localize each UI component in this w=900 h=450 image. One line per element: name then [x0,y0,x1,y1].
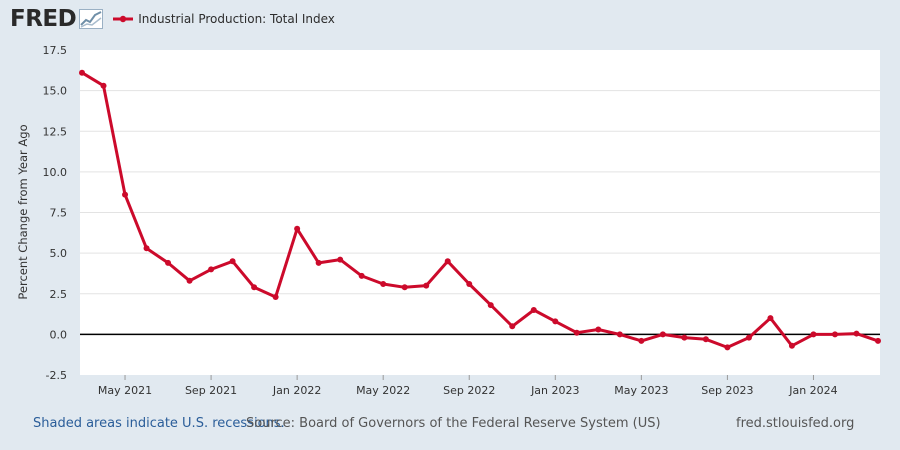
data-point [251,284,258,291]
data-point [702,336,709,343]
data-point [272,294,279,300]
data-point [229,258,236,265]
y-tick-label: 10.0 [43,166,68,179]
data-point [875,337,881,344]
data-point [810,331,817,338]
x-tick-label: Jan 2022 [272,384,321,397]
y-tick-label: 17.5 [43,44,68,57]
data-point [487,302,494,309]
data-point [595,326,602,333]
y-tick-label: 7.5 [50,207,68,220]
chart-header: FRED Industrial Production: Total Index [10,6,335,32]
fred-logo[interactable]: FRED [10,6,77,32]
x-tick-label: Jan 2024 [788,384,837,397]
y-tick-label: 0.0 [50,328,68,341]
data-point [358,272,365,279]
data-point [380,281,387,287]
data-point [681,334,688,341]
data-point [423,282,430,289]
data-point [165,259,172,266]
series-line [81,71,879,349]
data-point [724,344,731,351]
legend-line-marker [113,15,134,23]
data-point [767,315,774,322]
data-point [186,277,193,284]
x-tick-label: Jan 2023 [530,384,579,397]
data-point [853,330,860,337]
y-tick-label: 12.5 [43,125,68,138]
x-tick-label: May 2023 [614,384,668,397]
x-tick-label: Sep 2021 [185,384,237,397]
data-point [466,281,473,287]
data-point [79,69,85,76]
y-tick-label: 15.0 [43,85,68,98]
data-point [788,342,795,349]
data-point [638,337,645,344]
y-axis-ticks: 17.5 15.0 12.5 10.0 7.5 5.0 2.5 0.0 -2.5 [43,44,68,382]
data-point [208,266,215,273]
site-link[interactable]: fred.stlouisfed.org [736,416,855,431]
source-text: Source: Board of Governors of the Federa… [246,416,661,431]
data-point [444,258,451,265]
x-axis-ticks: May 2021 Sep 2021 Jan 2022 May 2022 Sep 2022… [98,375,838,397]
data-point [122,191,129,198]
data-point [143,245,150,252]
x-tick-label: Sep 2023 [701,384,753,397]
data-point [831,331,838,338]
x-tick-label: May 2021 [98,384,152,397]
data-point [573,329,580,336]
logo-graph-icon [79,9,104,29]
data-point [530,307,537,313]
y-axis-label: Percent Change from Year Ago [16,124,30,299]
data-point [745,334,752,341]
legend-series-label: Industrial Production: Total Index [138,12,335,26]
series-points [79,69,881,351]
x-tick-label: May 2022 [356,384,410,397]
data-point [616,331,623,338]
data-point [337,256,344,263]
data-point [552,318,559,325]
data-point [315,259,322,266]
x-tick-label: Sep 2022 [443,384,495,397]
data-point [659,331,666,338]
y-tick-label: 5.0 [50,247,68,260]
legend[interactable]: Industrial Production: Total Index [113,12,335,26]
data-point [509,323,516,330]
data-point [100,82,107,89]
recession-note[interactable]: Shaded areas indicate U.S. recessions. [33,416,285,431]
data-point [401,284,408,291]
data-point [294,225,301,232]
y-tick-label: 2.5 [50,288,68,301]
y-tick-label: -2.5 [46,369,67,382]
